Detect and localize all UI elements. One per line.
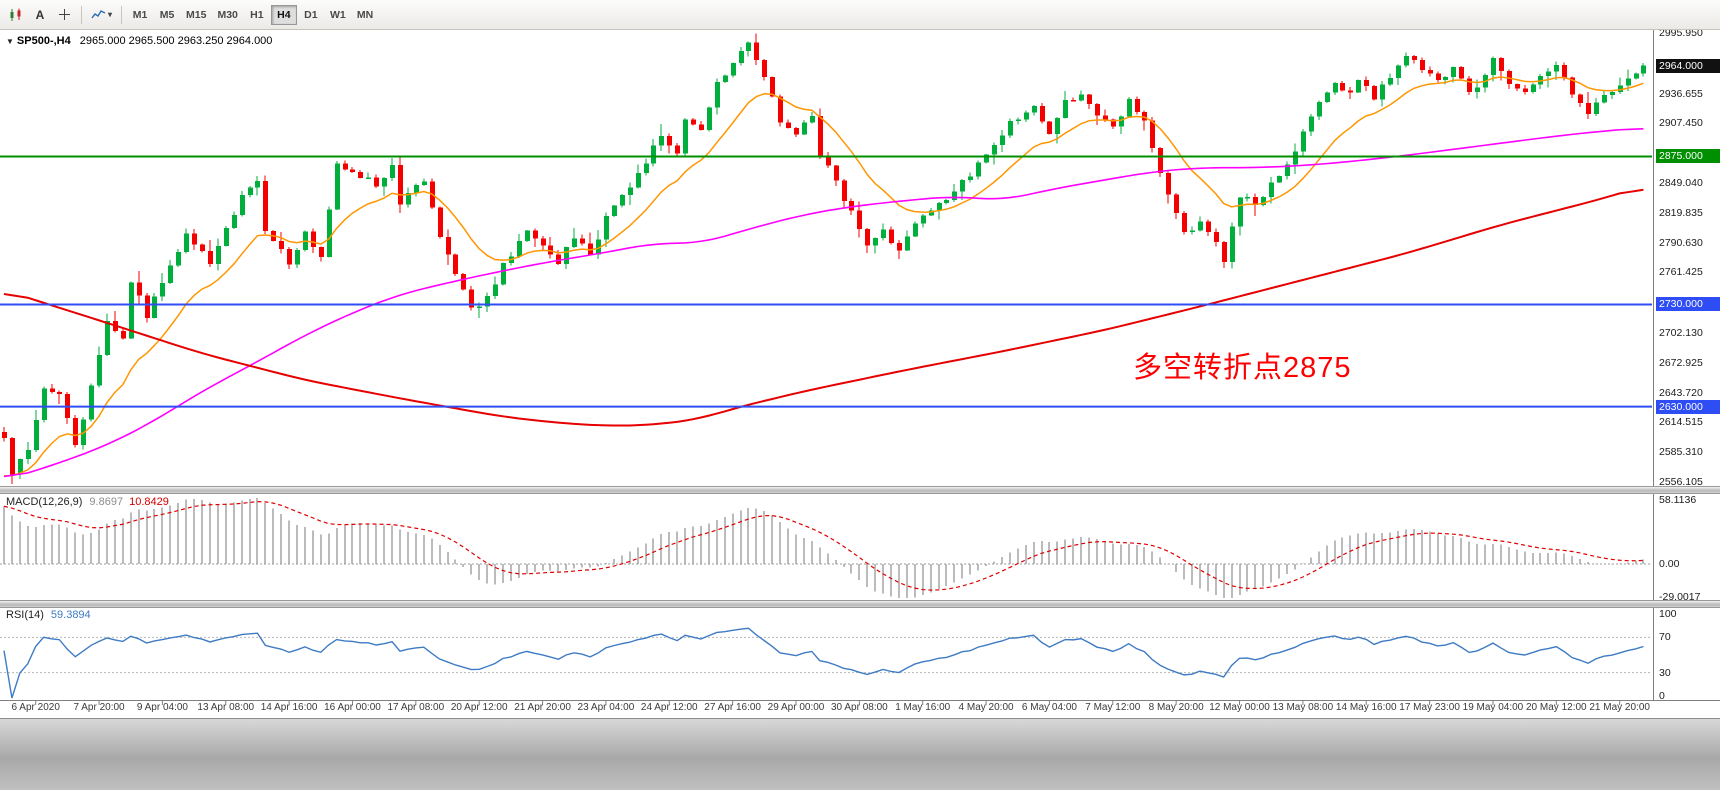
crosshair-glyph <box>58 9 70 20</box>
timeframe-button-h1[interactable]: H1 <box>244 5 270 25</box>
rsi-axis-label: 70 <box>1659 631 1671 644</box>
rsi-axis-label: 0 <box>1659 690 1665 702</box>
macd-value-signal: 10.8429 <box>129 496 169 508</box>
price-axis-label: 2585.310 <box>1659 446 1703 459</box>
panel-splitter-macd[interactable] <box>0 486 1720 494</box>
text-annotation-icon[interactable]: A <box>28 4 52 26</box>
time-axis-label: 30 Apr 08:00 <box>831 702 888 713</box>
rsi-axis-label: 30 <box>1659 666 1671 679</box>
price-tag-hline: 2875.000 <box>1656 149 1720 164</box>
time-axis-label: 24 Apr 12:00 <box>640 702 698 713</box>
timeframe-toolbar: M1 M5 M15 M30 H1 H4 D1 W1 MN <box>127 4 379 25</box>
price-axis-label: 2995.950 <box>1659 27 1703 39</box>
price-axis-label: 2614.515 <box>1659 416 1703 429</box>
time-axis-label: 8 May 20:00 <box>1148 702 1204 713</box>
time-axis-label: 6 May 04:00 <box>1021 702 1077 713</box>
rsi-axis-label: 100 <box>1659 608 1677 620</box>
macd-axis-label: 58.1136 <box>1659 494 1697 506</box>
time-axis-label: 20 May 12:00 <box>1526 702 1587 713</box>
time-axis-label: 23 Apr 04:00 <box>577 702 635 713</box>
macd-value-main: 9.8697 <box>89 496 124 508</box>
timeframe-button-m30[interactable]: M30 <box>212 5 242 25</box>
chart-canvas[interactable] <box>0 30 1720 718</box>
symbol-collapse-icon: ▼ <box>6 37 14 46</box>
toolbar-separator <box>81 5 82 24</box>
price-axis-label: 2790.630 <box>1659 236 1703 249</box>
time-axis-label: 17 May 23:00 <box>1399 702 1460 713</box>
time-axis-label: 12 May 00:00 <box>1209 702 1270 713</box>
time-axis-label: 14 Apr 16:00 <box>260 702 318 713</box>
rsi-value: 59.3894 <box>50 609 91 621</box>
time-axis-label: 4 May 20:00 <box>958 702 1014 713</box>
timeframe-button-m5[interactable]: M5 <box>154 5 180 25</box>
toolbar-separator <box>121 5 123 24</box>
timeframe-button-w1[interactable]: W1 <box>325 5 351 25</box>
price-axis-label: 2907.450 <box>1659 117 1703 130</box>
time-axis-label: 13 May 08:00 <box>1272 702 1334 713</box>
price-axis-label: 2643.720 <box>1659 386 1703 399</box>
time-axis-label: 21 May 20:00 <box>1589 702 1650 713</box>
panel-splitter-rsi[interactable] <box>0 600 1720 608</box>
time-axis-label: 17 Apr 08:00 <box>387 702 445 713</box>
timeframe-button-mn[interactable]: MN <box>352 5 378 25</box>
status-strip <box>0 718 1720 790</box>
time-axis-label: 20 Apr 12:00 <box>450 702 508 713</box>
price-axis-label: 2936.655 <box>1659 87 1703 100</box>
timeframe-button-m15[interactable]: M15 <box>181 5 211 25</box>
candlestick-glyph <box>10 8 21 21</box>
indicator-line-glyph <box>91 10 106 19</box>
price-axis-label: 2556.105 <box>1659 476 1703 488</box>
time-axis-label: 6 Apr 2020 <box>11 702 60 713</box>
price-axis-label: 2672.925 <box>1659 356 1703 369</box>
time-axis-label: 21 Apr 20:00 <box>514 702 571 713</box>
crosshair-icon[interactable] <box>52 4 76 26</box>
time-axis-label: 7 May 12:00 <box>1085 702 1141 713</box>
ohlc-values: 2965.000 2965.500 2963.250 2964.000 <box>79 35 273 47</box>
macd-axis-label: -29.0017 <box>1659 590 1701 603</box>
macd-indicator-name: MACD(12,26,9) <box>6 496 83 508</box>
time-axis-label: 13 Apr 08:00 <box>197 702 255 713</box>
symbol-title: SP500-,H4 <box>16 35 71 47</box>
macd-axis-label: 0.00 <box>1659 558 1680 570</box>
chart-annotation-text: 多空转折点2875 <box>1133 352 1352 384</box>
price-axis-label: 2849.040 <box>1659 176 1703 189</box>
indicators-icon[interactable]: ▾ <box>87 4 116 26</box>
price-axis-label: 2819.835 <box>1659 206 1703 219</box>
text-tool-glyph: A <box>35 7 45 22</box>
timeframe-button-m1[interactable]: M1 <box>127 5 153 25</box>
timeframe-button-d1[interactable]: D1 <box>298 5 324 25</box>
time-axis-label: 29 Apr 00:00 <box>767 702 825 713</box>
timeframe-button-h4[interactable]: H4 <box>270 4 297 25</box>
time-axis-label: 16 Apr 00:00 <box>324 702 381 713</box>
time-axis-label: 27 Apr 16:00 <box>704 702 761 713</box>
macd-panel-label: MACD(12,26,9) 9.8697 10.8429 <box>6 496 169 508</box>
price-tag-current: 2964.000 <box>1656 58 1720 73</box>
top-toolbar: A ▾ M1 M5 M15 M30 H1 H4 D1 W1 MN <box>0 0 1720 30</box>
price-axis-label: 2761.425 <box>1659 266 1703 279</box>
chart-area: ▼ SP500-,H4 2965.000 2965.500 2963.250 296… <box>0 27 1720 718</box>
time-axis-label: 7 Apr 20:00 <box>73 702 125 713</box>
chevron-down-icon: ▾ <box>108 10 113 19</box>
price-axis-label: 2702.130 <box>1659 326 1703 339</box>
symbol-ohlc-line: ▼ SP500-,H4 2965.000 2965.500 2963.250 296… <box>6 35 272 47</box>
price-tag-hline: 2730.000 <box>1656 297 1720 312</box>
time-axis-label: 1 May 16:00 <box>895 702 951 713</box>
time-axis-label: 9 Apr 04:00 <box>136 702 188 713</box>
candlestick-chart-icon[interactable] <box>4 4 28 26</box>
price-tag-hline: 2630.000 <box>1656 399 1720 414</box>
rsi-panel-label: RSI(14) 59.3894 <box>6 609 91 621</box>
time-axis-label: 19 May 04:00 <box>1462 702 1524 713</box>
rsi-indicator-name: RSI(14) <box>6 609 44 621</box>
time-axis-label: 14 May 16:00 <box>1335 702 1397 713</box>
